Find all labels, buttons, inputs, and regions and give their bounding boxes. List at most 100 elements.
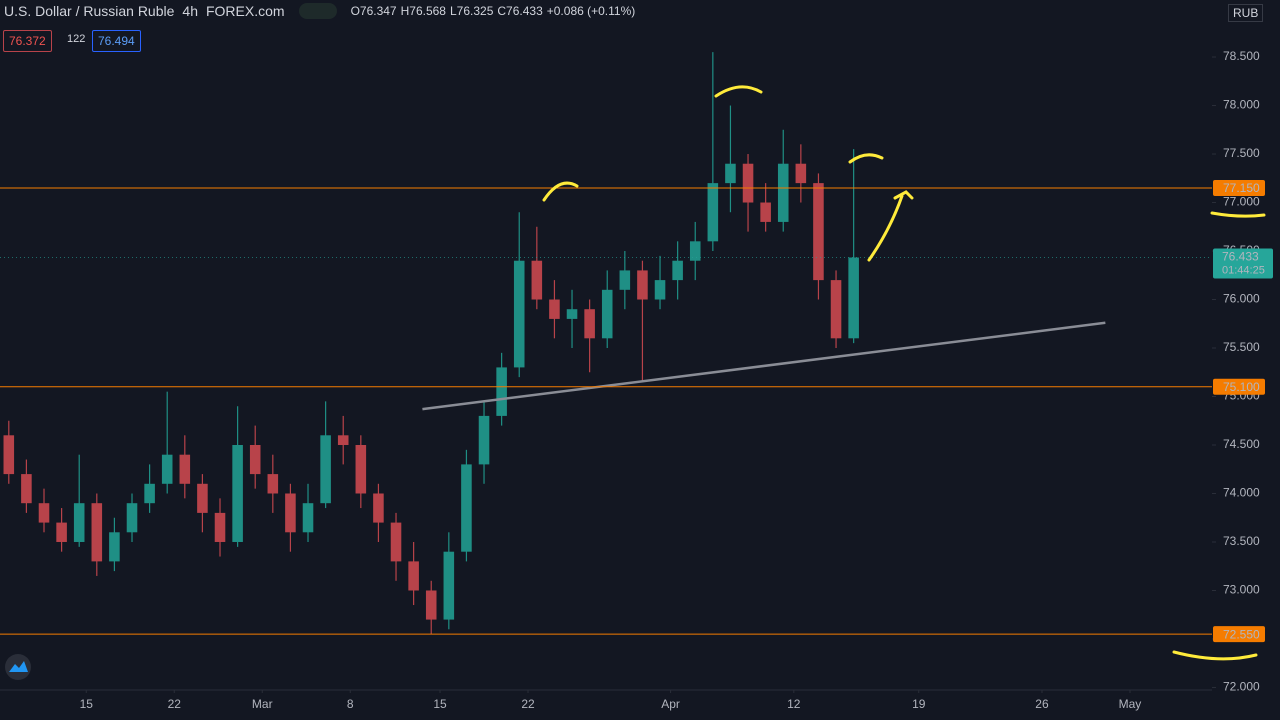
- drawing: [1210, 211, 1266, 218]
- candle-body: [267, 474, 279, 494]
- candle-body: [760, 202, 771, 222]
- candle-body: [496, 367, 507, 416]
- candle-body: [320, 435, 331, 504]
- candle-body: [848, 257, 859, 339]
- x-tick-label: 8: [347, 697, 354, 711]
- y-tick-label: 76.000: [1223, 292, 1260, 306]
- y-tick-label: 78.000: [1223, 98, 1260, 112]
- hand-drawings: [542, 85, 1266, 661]
- candle-body: [513, 260, 525, 368]
- y-tick-label: 74.500: [1223, 437, 1260, 451]
- candle-body: [777, 163, 789, 222]
- candle-body: [337, 435, 349, 445]
- candle-body: [21, 474, 32, 504]
- ohlc-value: C76.433: [497, 4, 543, 18]
- spread: 122: [67, 33, 86, 45]
- header: U.S. Dollar / Russian Ruble 4h FOREX.com…: [4, 3, 635, 19]
- countdown: 01:44:25: [1222, 264, 1265, 276]
- last-price: 76.433: [1222, 250, 1259, 264]
- currency[interactable]: RUB: [1228, 4, 1264, 22]
- ohlc-value: H76.568: [400, 4, 446, 18]
- candle-body: [742, 163, 754, 203]
- x-tick-label: 26: [1035, 697, 1049, 711]
- ohlc: O76.347 H76.568 L76.325 C76.433 +0.086 (+0.1…: [351, 4, 636, 18]
- bid-box[interactable]: 76.372: [3, 30, 52, 52]
- candle-body: [38, 503, 50, 523]
- candle-body: [689, 241, 701, 261]
- candle-body: [214, 512, 226, 542]
- candle-body: [566, 309, 578, 319]
- source: FOREX.com: [205, 3, 285, 19]
- symbol: U.S. Dollar / Russian Ruble: [4, 3, 175, 19]
- x-tick-label: Apr: [661, 697, 680, 711]
- candle-body: [197, 483, 208, 513]
- candle-body: [425, 590, 437, 620]
- y-tick-label: 77.000: [1223, 195, 1260, 209]
- x-tick-label: 15: [80, 697, 94, 711]
- level-label-bg: [1213, 378, 1265, 395]
- candle-body: [725, 163, 736, 184]
- plot-area: 15 22 Mar 8 15 22 Apr 12 19 26 May: [0, 52, 1216, 711]
- candle-body: [232, 444, 243, 542]
- y-tick-label: 75.500: [1223, 340, 1260, 354]
- candle-body: [73, 503, 85, 542]
- candle-body: [795, 163, 807, 184]
- candle-body: [249, 444, 261, 475]
- candle-body: [549, 299, 560, 319]
- last-price-bg: [1213, 248, 1273, 279]
- y-tick-label: 78.500: [1223, 49, 1260, 63]
- ohlc-value: L76.325: [449, 4, 494, 18]
- ask-box[interactable]: 76.494: [92, 30, 141, 52]
- y-tick-label: 73.500: [1223, 534, 1260, 548]
- x-tick-label: 12: [787, 697, 801, 711]
- candle-body: [830, 280, 842, 339]
- candle-body: [302, 503, 314, 533]
- candle-body: [478, 415, 490, 465]
- x-tick-label: 19: [912, 697, 926, 711]
- candle-body: [373, 493, 384, 523]
- x-tick-label: 15: [433, 697, 447, 711]
- candle-body: [584, 309, 595, 339]
- drawing: [1172, 650, 1258, 661]
- price-axis-bg: [1212, 0, 1280, 720]
- y-tick-label: 74.000: [1223, 486, 1260, 500]
- x-tick-label: May: [1119, 697, 1142, 711]
- drawing: [848, 153, 884, 164]
- candle-body: [408, 561, 419, 591]
- candle-body: [56, 522, 67, 542]
- candle-body: [461, 464, 472, 552]
- candle-body: [443, 551, 455, 620]
- candle-body: [161, 454, 173, 484]
- candle-body: [601, 289, 613, 339]
- level-label: 75.100: [1223, 380, 1260, 394]
- x-tick-label: 22: [521, 697, 535, 711]
- candle-body: [531, 260, 543, 300]
- x-tick-label: 22: [168, 697, 182, 711]
- candle-body: [144, 483, 155, 504]
- trendline: [422, 321, 1106, 411]
- candle-body: [637, 270, 648, 300]
- candle-body: [355, 444, 367, 494]
- level-label: 77.150: [1223, 181, 1260, 195]
- drawing: [714, 85, 763, 98]
- y-tick-label: 77.500: [1223, 146, 1260, 160]
- candle-body: [813, 183, 824, 281]
- candle-body: [126, 503, 138, 533]
- candle-body: [619, 270, 631, 290]
- candle-body: [179, 454, 191, 484]
- drawing: [542, 181, 579, 202]
- candle-body: [3, 435, 15, 475]
- candle-body: [285, 493, 296, 533]
- y-tick-label: 73.000: [1223, 583, 1260, 597]
- status-toggle[interactable]: [298, 3, 337, 19]
- level-label-bg: [1213, 626, 1265, 643]
- drawing: [867, 190, 914, 262]
- candle-body: [707, 183, 719, 242]
- level-label: 72.550: [1223, 627, 1260, 641]
- interval: 4h: [182, 3, 198, 19]
- ohlc-value: +0.086 (+0.11%): [546, 4, 636, 18]
- candle-body: [390, 522, 402, 562]
- ohlc-value: O76.347: [350, 4, 397, 18]
